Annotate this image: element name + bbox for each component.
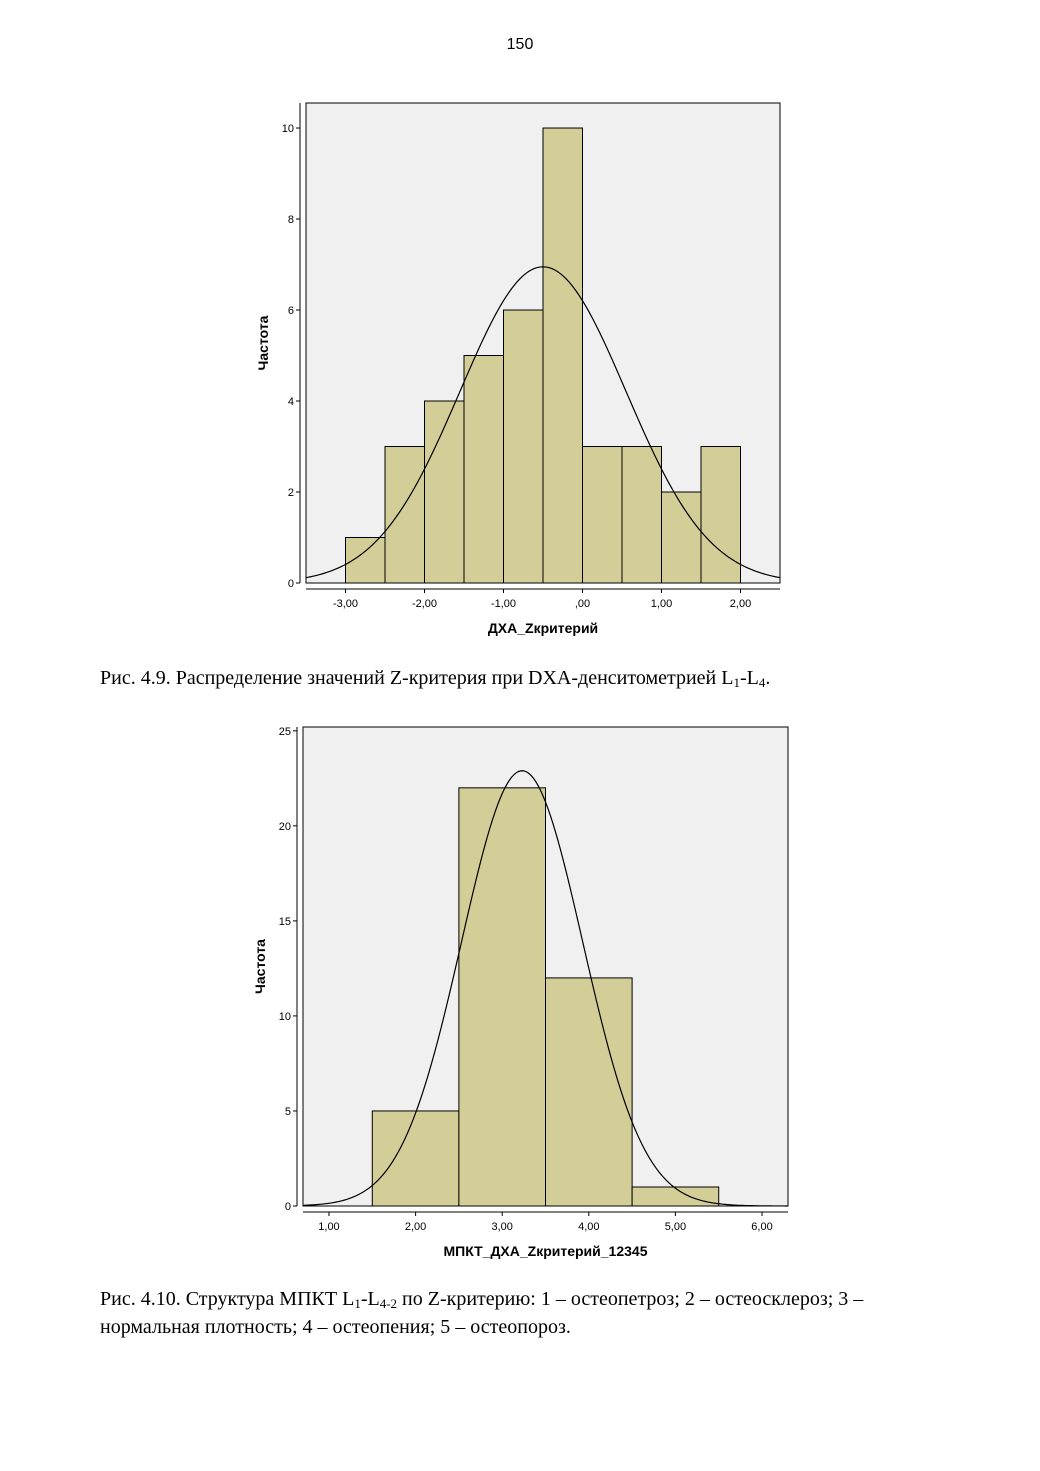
x-tick-label: ,00 — [575, 598, 590, 610]
histogram-bar — [458, 787, 546, 1207]
x-axis-title: МПКТ_ДХА_Zкритерий_12345 — [443, 1243, 647, 1259]
x-tick-label: 6,00 — [751, 1221, 772, 1233]
x-tick-label: 5,00 — [665, 1221, 686, 1233]
caption-text: -L — [360, 1288, 380, 1310]
histogram-bar — [545, 977, 633, 1207]
normal-curve — [302, 770, 788, 1207]
caption-subscript: 1 — [354, 1296, 361, 1311]
caption-subscript: 1 — [733, 675, 740, 690]
x-tick-label: 1,00 — [318, 1221, 339, 1233]
page-number: 150 — [506, 36, 534, 53]
caption-subscript: 4 — [758, 675, 766, 690]
y-tick-label: 15 — [279, 916, 291, 928]
x-tick-label: -3,00 — [333, 598, 358, 610]
y-tick-label: 25 — [279, 726, 291, 738]
histogram-bar — [621, 446, 662, 584]
x-tick-label: -1,00 — [491, 598, 516, 610]
x-tick-label: 1,00 — [651, 598, 672, 610]
y-tick-label: 0 — [285, 1201, 291, 1213]
x-tick-label: 3,00 — [491, 1221, 512, 1233]
y-tick-label: 2 — [288, 487, 294, 499]
histogram-bar — [631, 1186, 720, 1207]
y-tick-label: 6 — [288, 305, 294, 317]
x-tick-label: 4,00 — [578, 1221, 599, 1233]
x-tick-label: -2,00 — [412, 598, 437, 610]
histogram-bar — [661, 491, 702, 584]
y-tick-label: 10 — [279, 1011, 291, 1023]
y-tick-label: 0 — [288, 578, 294, 590]
caption-subscript: 4-2 — [379, 1296, 398, 1311]
caption-text: Рис. 4.10. Структура МПКТ L — [100, 1288, 355, 1310]
y-axis-title: Частота — [252, 939, 268, 994]
y-axis-title: Частота — [255, 315, 271, 370]
x-axis-title: ДХА_Zкритерий — [488, 620, 598, 636]
y-tick-label: 4 — [288, 396, 294, 408]
x-tick-label: 2,00 — [405, 1221, 426, 1233]
figure-caption-4-10: Рис. 4.10. Структура МПКТ L1-L4-2 по Z-к… — [100, 1285, 960, 1341]
caption-text: по Z-критерию: 1 – остеопетроз; 2 – осте… — [100, 1288, 864, 1338]
histogram-bar — [542, 127, 583, 584]
histogram-bar — [503, 309, 544, 584]
histogram-mpkt-zscore: 1,00 2,00 3,00 4,00 5,00 6,00 0 5 10 15 20 25 МПКТ_Д… — [252, 726, 789, 1259]
y-tick-label: 10 — [282, 123, 294, 135]
histogram-bar — [371, 1110, 460, 1207]
y-tick-label: 20 — [279, 821, 291, 833]
caption-text: Рис. 4.9. Распределение значений Z-крите… — [100, 667, 734, 689]
figure-caption-4-9: Рис. 4.9. Распределение значений Z-крите… — [100, 664, 960, 692]
histogram-dxa-zscore: -3,00 -2,00 -1,00 ,00 1,00 2,00 0 2 4 6 8 10 ДХА_Zкр… — [255, 102, 781, 636]
y-tick-label: 5 — [285, 1106, 291, 1118]
histogram-bar — [463, 355, 504, 584]
y-tick-label: 8 — [288, 214, 294, 226]
x-tick-label: 2,00 — [730, 598, 751, 610]
caption-text: -L — [739, 667, 759, 689]
histogram-bar — [582, 446, 623, 584]
caption-text: . — [765, 667, 771, 689]
normal-curve — [305, 266, 781, 579]
